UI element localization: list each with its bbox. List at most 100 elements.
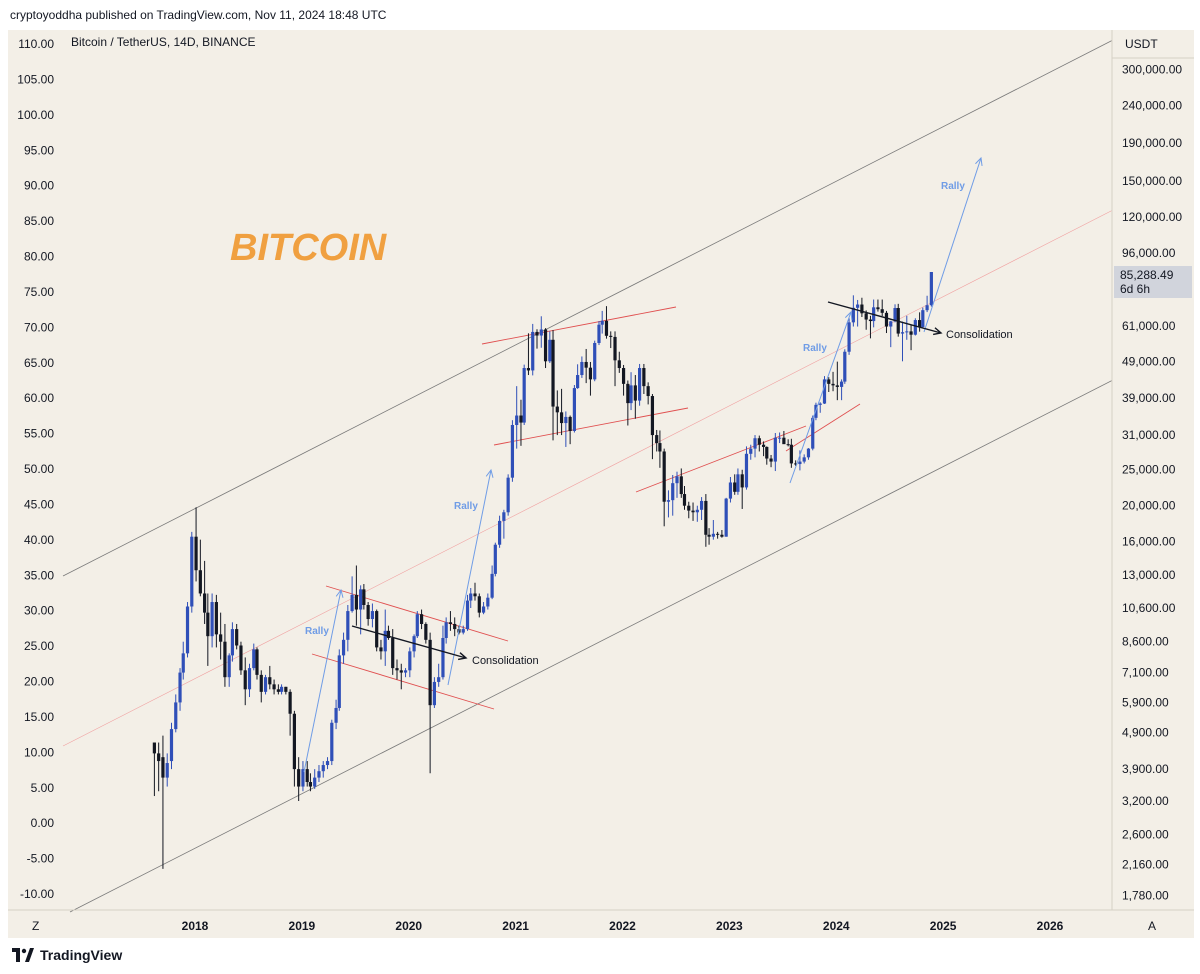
candle-body <box>633 385 637 401</box>
candle-body <box>600 320 604 325</box>
candle-body <box>761 444 766 447</box>
time-axis-year: 2026 <box>1037 919 1064 933</box>
rally-label-2025: Rally <box>941 181 965 192</box>
candle-body <box>642 368 646 387</box>
time-axis[interactable]: 2018 2019 2020 2021 2022 2023 2024 2025 2026 <box>182 919 1064 933</box>
candle-body <box>929 272 933 306</box>
time-axis-year: 2018 <box>182 919 209 933</box>
time-axis-year: 2025 <box>930 919 957 933</box>
candle-body <box>263 677 268 692</box>
candle-body <box>576 375 580 389</box>
right-axis-tick: 96,000.00 <box>1122 246 1176 260</box>
candle-body <box>704 500 708 535</box>
candle-body <box>157 753 161 762</box>
candle-body <box>490 573 494 598</box>
auto-zoom-button[interactable]: Z <box>32 919 39 933</box>
time-axis-year: 2023 <box>716 919 743 933</box>
left-axis-tick: 15.00 <box>24 710 54 724</box>
candle-body <box>341 639 346 656</box>
candle-body <box>753 438 757 449</box>
candle-body <box>203 593 207 613</box>
right-axis-tick: 300,000.00 <box>1122 62 1182 76</box>
candle-body <box>481 606 486 613</box>
left-axis-tick: 70.00 <box>24 320 54 334</box>
candle-body <box>432 681 436 706</box>
right-axis-tick: 3,200.00 <box>1122 794 1169 808</box>
right-axis-tick: 2,160.00 <box>1122 857 1169 871</box>
left-axis-tick: 10.00 <box>24 745 54 759</box>
candle-body <box>662 451 666 502</box>
candle-body <box>671 483 675 501</box>
candle-body <box>548 339 552 362</box>
chart-canvas[interactable]: Rally Rally Rally Rally Consolidation Consoli… <box>8 30 1194 938</box>
left-axis-tick: 5.00 <box>31 781 55 795</box>
trend-line-2024 <box>785 403 861 452</box>
right-axis-tick: 5,900.00 <box>1122 695 1169 709</box>
candle-body <box>461 629 465 633</box>
candle-body <box>666 500 671 502</box>
candle-body <box>728 482 733 499</box>
right-axis-tick: 150,000.00 <box>1122 174 1182 188</box>
rally-arrow-2020 <box>447 468 494 686</box>
candle-body <box>190 536 194 607</box>
candle-body <box>555 406 559 413</box>
candle-body <box>925 305 929 311</box>
candle-body <box>543 329 548 362</box>
candle-body <box>288 691 292 714</box>
candle-body <box>259 674 263 692</box>
candle-body <box>375 611 379 648</box>
candle-body <box>214 602 218 635</box>
time-axis-year: 2024 <box>823 919 850 933</box>
left-axis-tick: 85.00 <box>24 214 54 228</box>
candle-body <box>559 412 564 424</box>
candle-body <box>733 482 737 492</box>
footer-bar <box>0 938 1200 974</box>
candle-body <box>568 416 572 431</box>
candle-body <box>165 763 169 778</box>
right-axis-tick: 31,000.00 <box>1122 428 1176 442</box>
range-lower-line-2021 <box>493 407 689 446</box>
candle-body <box>572 388 577 431</box>
tradingview-logo[interactable]: TradingView <box>12 947 122 963</box>
candle-body <box>909 331 913 335</box>
left-axis-tick: 35.00 <box>24 568 54 582</box>
candle-body <box>769 458 773 462</box>
candle-body <box>276 689 280 692</box>
candle-body <box>178 672 182 703</box>
rally-arrow-2025 <box>923 156 983 333</box>
candle-body <box>617 360 621 369</box>
candle-body <box>778 437 782 439</box>
last-price-value: 85,288.49 <box>1120 268 1174 282</box>
candle-body <box>880 309 884 313</box>
candle-body <box>424 623 428 640</box>
candle-body <box>773 437 777 462</box>
time-axis-year: 2022 <box>609 919 636 933</box>
right-axis-panel[interactable] <box>1112 30 1194 910</box>
time-axis-year: 2021 <box>502 919 529 933</box>
auto-scale-button[interactable]: A <box>1148 919 1156 933</box>
candle-body <box>740 474 744 488</box>
candle-body <box>675 476 679 484</box>
rally-arrow-2019-shaft <box>303 589 342 773</box>
candle-body <box>827 379 831 384</box>
right-axis-tick: 120,000.00 <box>1122 210 1182 224</box>
channel-middle-line <box>62 209 1114 747</box>
consolidation-arrow-2019 <box>351 625 468 661</box>
candle-body <box>403 670 408 673</box>
candle-body <box>198 570 202 594</box>
candle-body <box>301 769 305 787</box>
candle-body <box>239 645 243 671</box>
candle-body <box>744 453 749 488</box>
candle-body <box>856 304 860 308</box>
candle-body <box>794 463 798 465</box>
candles <box>152 271 933 869</box>
candle-body <box>864 313 868 320</box>
left-axis-tick: 50.00 <box>24 462 54 476</box>
candle-body <box>399 670 403 673</box>
candle-body <box>626 383 630 404</box>
left-axis-tick: 95.00 <box>24 143 54 157</box>
trend-line-2022 <box>635 425 807 493</box>
published-text: cryptoyoddha published on TradingView.co… <box>10 8 387 22</box>
left-axis: 110.00 105.00 100.00 95.00 90.00 85.00 80.00 75… <box>17 37 54 901</box>
rally-label-2020: Rally <box>454 501 478 512</box>
